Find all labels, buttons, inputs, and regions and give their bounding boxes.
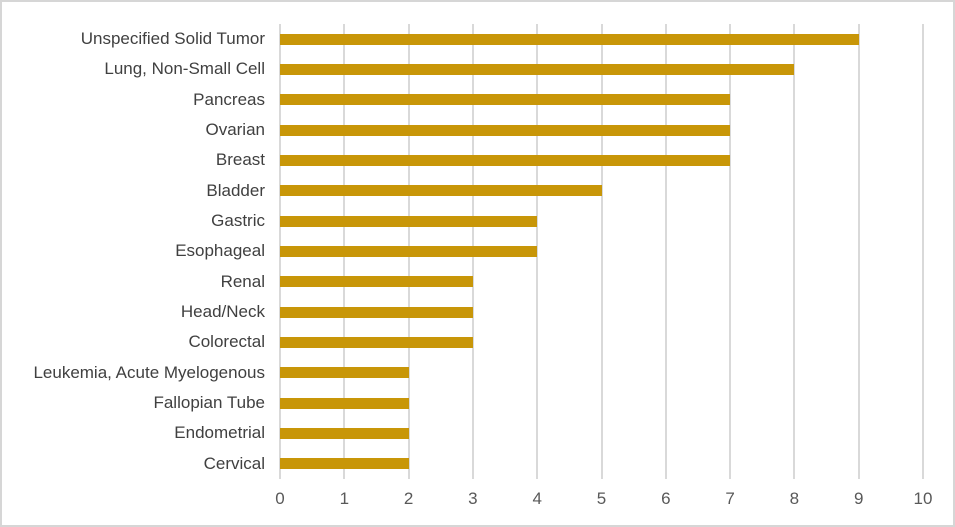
gridline — [664, 24, 667, 479]
gridline — [793, 24, 796, 479]
category-label: Bladder — [206, 180, 265, 200]
category-label: Head/Neck — [180, 302, 265, 322]
bar — [280, 64, 795, 75]
bar — [280, 155, 731, 166]
x-tick-label: 6 — [661, 489, 671, 508]
category-label: Cervical — [203, 453, 265, 473]
bar — [280, 246, 538, 257]
category-label: Lung, Non-Small Cell — [104, 59, 265, 79]
bar — [280, 185, 602, 197]
category-label: Endometrial — [174, 423, 265, 443]
category-label: Unspecified Solid Tumor — [80, 29, 265, 49]
bar — [280, 276, 473, 288]
gridline — [922, 24, 924, 479]
gridline — [857, 24, 860, 479]
category-label: Breast — [215, 150, 265, 170]
x-tick-label: 9 — [853, 489, 864, 508]
x-tick-label: 0 — [275, 489, 285, 508]
y-axis-category-labels: Unspecified Solid Tumor Lung, Non-Small C… — [2, 24, 265, 479]
x-tick-label: 2 — [403, 489, 414, 508]
x-tick-label: 3 — [468, 489, 478, 508]
bar — [280, 367, 409, 379]
category-label: Pancreas — [193, 89, 265, 109]
bar — [280, 428, 409, 439]
x-tick-label: 10 — [913, 489, 933, 508]
x-tick-label: 5 — [596, 489, 607, 508]
bar — [280, 397, 409, 409]
bar — [280, 215, 538, 227]
x-tick-label: 4 — [532, 489, 542, 508]
bar — [280, 337, 473, 348]
bar — [280, 458, 409, 470]
plot-area — [279, 24, 924, 479]
category-label: Leukemia, Acute Myelogenous — [33, 362, 265, 382]
bar — [280, 94, 731, 106]
category-label: Renal — [220, 271, 265, 291]
gridline — [729, 24, 732, 479]
x-tick-label: 8 — [789, 489, 800, 508]
bar — [280, 124, 731, 136]
gridline — [536, 24, 539, 479]
x-tick-label: 1 — [339, 489, 350, 508]
category-label: Fallopian Tube — [153, 393, 265, 413]
x-axis-tick-labels: 0 1 2 3 4 5 6 7 8 9 10 — [275, 489, 932, 513]
category-label: Esophageal — [175, 241, 265, 261]
category-label: Colorectal — [188, 332, 265, 352]
gridline — [600, 24, 603, 479]
bar — [280, 306, 473, 318]
bar — [280, 33, 859, 45]
category-label: Gastric — [211, 211, 265, 231]
category-label: Ovarian — [205, 120, 265, 140]
x-tick-label: 7 — [725, 489, 735, 508]
